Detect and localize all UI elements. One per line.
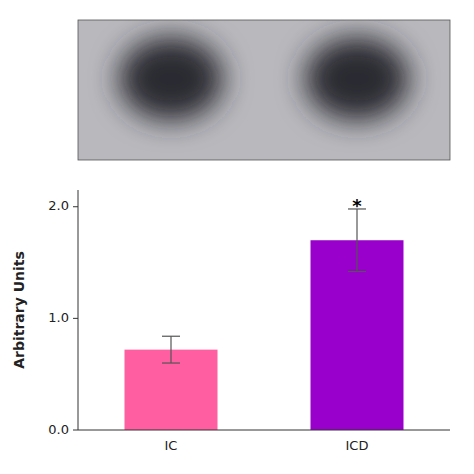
x-tick-label: IC — [165, 438, 178, 453]
blot-border — [78, 20, 450, 160]
blot-background — [78, 20, 450, 160]
x-axis-line — [78, 430, 450, 431]
blot-band — [305, 37, 409, 121]
error-bar-cap — [348, 271, 366, 272]
y-tick-label: 2.0 — [48, 198, 69, 213]
y-tick-label: 0.0 — [48, 422, 69, 437]
annotation: * — [352, 195, 362, 216]
bars — [125, 209, 404, 430]
y-tick-label: 1.0 — [48, 310, 69, 325]
chart-container: 0.0 1.0 2.0 IC ICD Arbitrary Units * — [0, 0, 474, 474]
blot-band — [119, 37, 223, 121]
error-bar-stem — [356, 209, 357, 272]
error-bar-cap — [162, 336, 180, 337]
error-bar — [162, 336, 180, 363]
y-tick — [73, 206, 78, 207]
chart-svg: 0.0 1.0 2.0 IC ICD Arbitrary Units * — [0, 0, 474, 474]
error-bar-stem — [170, 336, 171, 363]
y-tick — [73, 430, 78, 431]
y-tick — [73, 318, 78, 319]
blot-image — [78, 20, 450, 160]
y-axis-line — [78, 190, 79, 430]
error-bar — [348, 209, 366, 272]
error-bar-cap — [162, 362, 180, 363]
x-tick-label: ICD — [346, 438, 369, 453]
y-axis-label: Arbitrary Units — [11, 251, 27, 369]
